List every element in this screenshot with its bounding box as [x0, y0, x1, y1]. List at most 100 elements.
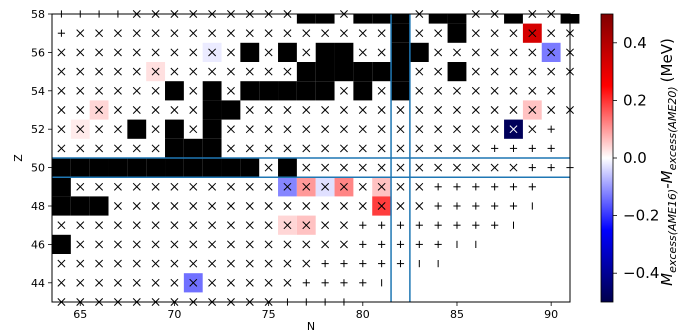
cross-marker — [340, 182, 348, 191]
cross-marker — [151, 202, 160, 210]
cross-marker — [509, 86, 518, 95]
plus-marker — [472, 202, 480, 210]
cross-marker — [377, 125, 386, 134]
cross-marker — [283, 202, 292, 210]
cross-marker — [415, 125, 424, 134]
cross-marker — [396, 202, 405, 210]
cross-marker — [76, 182, 85, 191]
cell-stable — [70, 196, 90, 216]
cross-marker — [170, 67, 179, 76]
cross-marker — [283, 221, 292, 230]
cross-marker — [264, 259, 273, 268]
cross-marker — [302, 106, 311, 114]
cross-marker — [57, 259, 66, 268]
cross-marker — [189, 29, 198, 38]
cross-marker — [396, 182, 405, 191]
cross-marker — [340, 240, 348, 249]
cross-marker — [415, 182, 424, 191]
cell-stable — [89, 196, 109, 216]
cross-marker — [245, 29, 254, 38]
plus-marker — [472, 221, 480, 229]
cell-stable — [504, 14, 523, 24]
cross-marker — [57, 144, 66, 153]
cell-stable — [183, 158, 203, 178]
plus-marker — [453, 183, 461, 191]
cross-marker — [302, 163, 311, 172]
plus-marker — [359, 221, 367, 229]
plus-marker — [547, 125, 555, 133]
cross-marker — [547, 67, 556, 76]
cross-marker — [490, 163, 499, 172]
cross-marker — [151, 240, 160, 249]
plus-marker — [453, 202, 461, 210]
cross-marker — [377, 86, 386, 95]
cross-marker — [95, 144, 104, 153]
cross-marker — [208, 67, 217, 76]
cell-stable — [183, 138, 203, 158]
cross-marker — [358, 182, 367, 191]
cell-stable — [296, 81, 316, 101]
heatmap-cells — [52, 10, 580, 306]
cross-marker — [302, 48, 311, 57]
plus-marker — [340, 279, 348, 287]
cross-marker — [95, 48, 104, 57]
cross-marker — [321, 221, 330, 230]
cross-marker — [490, 106, 499, 114]
cell-stable — [391, 23, 410, 43]
cross-marker — [132, 221, 141, 230]
cross-marker — [208, 182, 217, 191]
cross-marker — [95, 125, 104, 134]
cross-marker — [471, 144, 480, 153]
cross-marker — [302, 221, 311, 230]
cross-marker — [302, 259, 311, 268]
cross-marker — [302, 240, 311, 249]
colorbar-ticks: 0.4 0.2 0.0 −0.2 −0.4 — [613, 34, 659, 282]
cross-marker — [377, 202, 386, 210]
y-tick-label: 56 — [31, 46, 45, 59]
cross-marker — [189, 86, 198, 95]
cell-stable — [165, 158, 184, 178]
cross-marker — [57, 67, 66, 76]
plot-frame — [51, 13, 571, 303]
plus-marker — [547, 164, 555, 172]
cross-marker — [377, 144, 386, 153]
cross-marker — [208, 202, 217, 210]
plus-marker — [434, 221, 442, 229]
cell-stable — [202, 158, 222, 178]
cross-marker — [321, 240, 330, 249]
cross-marker — [208, 29, 217, 38]
plus-marker — [472, 183, 480, 191]
plus-marker — [528, 164, 536, 172]
cell-stable — [127, 119, 147, 139]
plus-marker — [321, 260, 329, 268]
cross-marker — [151, 125, 160, 134]
cross-marker — [340, 144, 348, 153]
cross-marker — [471, 86, 480, 95]
cross-marker — [434, 144, 443, 153]
cross-marker — [208, 48, 217, 57]
cross-marker — [95, 86, 104, 95]
cross-marker — [528, 106, 537, 114]
plus-marker — [302, 279, 310, 287]
cross-marker — [245, 202, 254, 210]
cell-stable — [315, 81, 335, 101]
cross-marker — [226, 29, 235, 38]
cell-stable — [315, 14, 335, 24]
cross-marker — [132, 86, 141, 95]
colorbar-tick-label: 0.4 — [623, 34, 647, 52]
plus-marker — [340, 260, 348, 268]
plus-marker — [491, 202, 499, 210]
cross-marker — [113, 259, 122, 268]
cross-marker — [471, 163, 480, 172]
cross-marker — [264, 144, 273, 153]
cross-marker — [226, 221, 235, 230]
cross-marker — [113, 106, 122, 114]
cross-marker — [76, 221, 85, 230]
cross-marker — [453, 86, 461, 95]
cell-stable — [447, 14, 467, 24]
cell-stable — [52, 234, 71, 254]
cross-marker — [95, 221, 104, 230]
plus-marker — [528, 144, 536, 152]
cross-marker — [170, 240, 179, 249]
